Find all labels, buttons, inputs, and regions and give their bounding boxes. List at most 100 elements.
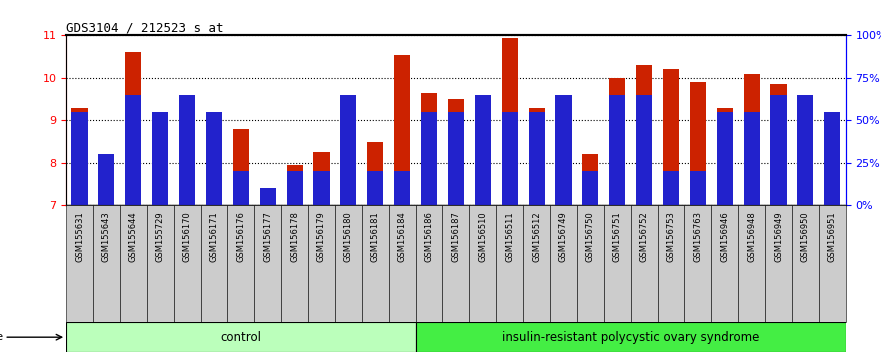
Bar [555,95,572,205]
Text: GSM155729: GSM155729 [156,211,165,262]
Bar [475,116,491,205]
Bar [152,159,168,205]
Text: GSM156751: GSM156751 [612,211,622,262]
Bar [394,171,411,205]
Bar [340,142,357,205]
Bar [501,112,518,205]
Bar [308,205,335,322]
Bar [71,112,87,205]
Bar [389,205,416,322]
Text: GSM156763: GSM156763 [693,211,702,262]
Bar [201,205,227,322]
Text: GSM156171: GSM156171 [210,211,218,262]
Bar [442,205,470,322]
Text: GSM156753: GSM156753 [667,211,676,262]
Text: GSM156184: GSM156184 [397,211,407,262]
Bar [421,112,437,205]
Bar [233,171,249,205]
Text: GSM155644: GSM155644 [129,211,137,262]
Bar [255,205,281,322]
Text: GSM155643: GSM155643 [102,211,111,262]
Bar [120,205,147,322]
Bar [281,205,308,322]
Bar [206,133,222,205]
Bar [550,205,577,322]
Bar [663,171,679,205]
Bar [690,82,706,205]
Bar [797,95,813,205]
Text: GDS3104 / 212523_s_at: GDS3104 / 212523_s_at [66,21,224,34]
Text: GSM155631: GSM155631 [75,211,84,262]
Bar [657,205,685,322]
Bar [609,78,626,205]
Bar [152,112,168,205]
Bar [496,205,523,322]
Bar [233,129,249,205]
Bar [227,205,255,322]
Bar [260,188,276,205]
Text: GSM156949: GSM156949 [774,211,783,262]
Bar [286,171,303,205]
Bar [475,95,491,205]
Bar [99,154,115,205]
Bar [744,74,759,205]
Text: insulin-resistant polycystic ovary syndrome: insulin-resistant polycystic ovary syndr… [502,331,759,344]
Bar [394,55,411,205]
Bar [529,108,544,205]
Text: GSM156176: GSM156176 [236,211,245,262]
Bar [577,205,603,322]
Text: GSM156179: GSM156179 [317,211,326,262]
Text: GSM156511: GSM156511 [505,211,515,262]
Text: GSM156512: GSM156512 [532,211,541,262]
Bar [314,171,329,205]
Bar [367,171,383,205]
Text: GSM156178: GSM156178 [290,211,300,262]
Text: GSM156186: GSM156186 [425,211,433,262]
Text: GSM156187: GSM156187 [451,211,461,262]
Bar [825,116,840,205]
Text: GSM156750: GSM156750 [586,211,595,262]
Bar [711,205,738,322]
Bar [523,205,550,322]
Text: GSM156180: GSM156180 [344,211,353,262]
Text: GSM156948: GSM156948 [747,211,756,262]
Text: GSM156177: GSM156177 [263,211,272,262]
Text: GSM156951: GSM156951 [828,211,837,262]
Bar [314,152,329,205]
Bar [448,99,464,205]
Bar [744,112,759,205]
Bar [797,101,813,205]
Bar [555,114,572,205]
Bar [717,108,733,205]
Bar [717,112,733,205]
Bar [501,38,518,205]
Text: GSM156510: GSM156510 [478,211,487,262]
Bar [286,165,303,205]
Bar [260,201,276,205]
Bar [636,65,652,205]
Text: GSM156752: GSM156752 [640,211,648,262]
Bar [66,322,416,352]
Bar [335,205,362,322]
Bar [362,205,389,322]
Bar [174,205,201,322]
Bar [690,171,706,205]
Bar [636,95,652,205]
Bar [663,69,679,205]
Bar [685,205,711,322]
Bar [470,205,496,322]
Bar [609,95,626,205]
Bar [582,154,598,205]
Bar [367,142,383,205]
Bar [179,95,195,205]
Bar [179,120,195,205]
Bar [825,112,840,205]
Bar [416,205,442,322]
Bar [71,108,87,205]
Text: GSM156170: GSM156170 [182,211,191,262]
Bar [603,205,631,322]
Text: GSM156950: GSM156950 [801,211,810,262]
Bar [125,52,141,205]
Bar [765,205,792,322]
Bar [66,205,93,322]
